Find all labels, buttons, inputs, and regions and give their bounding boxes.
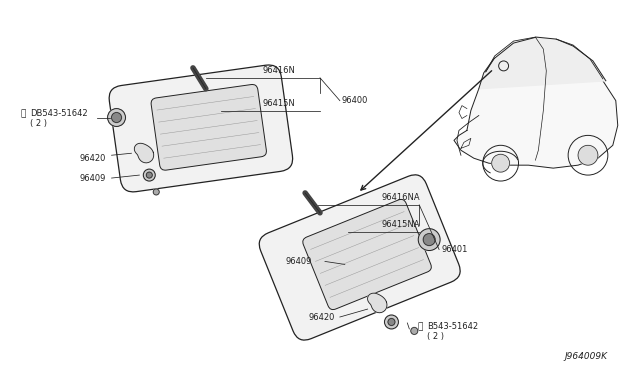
Circle shape: [108, 109, 125, 126]
Text: Ⓢ: Ⓢ: [20, 109, 26, 118]
Circle shape: [411, 327, 418, 334]
Text: 96409: 96409: [285, 257, 312, 266]
Text: ( 2 ): ( 2 ): [427, 332, 444, 341]
Circle shape: [388, 318, 395, 326]
Circle shape: [111, 113, 122, 122]
Text: 96420: 96420: [308, 312, 335, 321]
Text: B543-51642: B543-51642: [427, 323, 478, 331]
FancyBboxPatch shape: [151, 84, 266, 170]
FancyBboxPatch shape: [259, 175, 460, 340]
Circle shape: [147, 172, 152, 178]
Text: 96415N: 96415N: [262, 99, 295, 108]
Text: 96401: 96401: [441, 245, 467, 254]
Circle shape: [492, 154, 509, 172]
Polygon shape: [479, 37, 606, 89]
Text: 96409: 96409: [80, 174, 106, 183]
Text: DB543-51642: DB543-51642: [30, 109, 88, 118]
Polygon shape: [367, 293, 387, 313]
Text: Ⓢ: Ⓢ: [417, 323, 422, 331]
Text: ( 2 ): ( 2 ): [30, 119, 47, 128]
Text: 96416N: 96416N: [262, 66, 295, 75]
Text: 96420: 96420: [80, 154, 106, 163]
Polygon shape: [134, 143, 154, 163]
Circle shape: [153, 189, 159, 195]
Text: 96416NA: 96416NA: [381, 193, 420, 202]
Circle shape: [143, 169, 156, 181]
Text: 96400: 96400: [342, 96, 368, 105]
Circle shape: [419, 229, 440, 250]
Text: J964009K: J964009K: [565, 352, 608, 361]
FancyBboxPatch shape: [109, 65, 292, 192]
FancyBboxPatch shape: [303, 199, 431, 310]
Text: 96415NA: 96415NA: [381, 220, 420, 229]
Circle shape: [423, 234, 435, 246]
Circle shape: [385, 315, 399, 329]
Polygon shape: [454, 61, 618, 168]
Circle shape: [578, 145, 598, 165]
